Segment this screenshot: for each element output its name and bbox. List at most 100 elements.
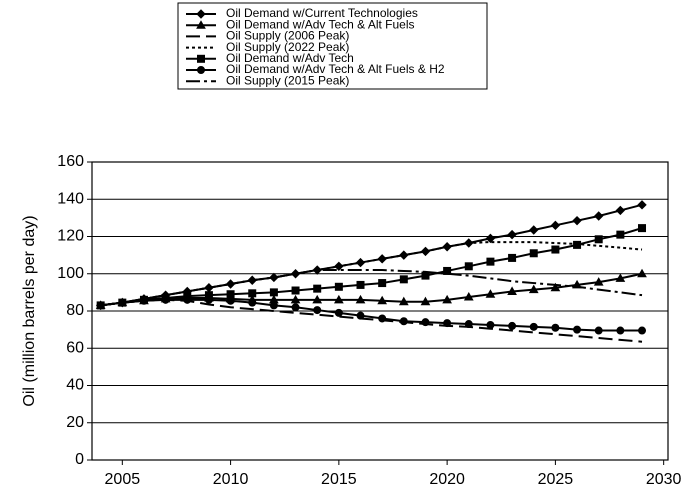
legend-marker — [197, 54, 205, 63]
data-point — [529, 249, 538, 258]
data-point — [355, 294, 366, 304]
data-point — [507, 229, 517, 240]
x-tick-label: 2025 — [538, 471, 574, 488]
data-point — [378, 279, 387, 288]
data-point — [573, 325, 582, 334]
data-point — [551, 323, 560, 332]
data-point — [486, 257, 495, 266]
data-point — [593, 211, 604, 221]
data-point — [637, 200, 647, 210]
data-point — [464, 320, 473, 329]
data-point — [529, 225, 539, 235]
data-point — [443, 266, 452, 275]
y-tick-label: 0 — [75, 451, 84, 468]
data-point — [615, 273, 626, 282]
data-point — [183, 295, 192, 304]
y-tick-label: 120 — [57, 228, 84, 245]
data-point — [463, 292, 474, 301]
data-point — [638, 224, 647, 233]
data-point — [615, 205, 626, 216]
series-line — [100, 298, 643, 332]
x-tick-label: 2010 — [213, 471, 249, 488]
data-point — [269, 301, 278, 310]
data-point — [508, 253, 517, 262]
data-point — [291, 286, 300, 295]
data-point — [573, 240, 582, 249]
legend-marker — [196, 20, 206, 29]
data-point — [551, 245, 560, 254]
data-point — [485, 289, 496, 298]
data-point — [226, 290, 235, 299]
x-tick-label: 2015 — [321, 471, 357, 488]
data-point — [399, 317, 408, 326]
data-point — [378, 314, 387, 323]
data-point — [248, 298, 257, 307]
legend-label: Oil Demand w/Adv Tech — [226, 51, 354, 65]
data-point — [572, 215, 582, 226]
data-point — [356, 311, 365, 320]
data-point — [508, 321, 517, 330]
data-point — [637, 268, 647, 278]
y-tick-label: 100 — [57, 265, 84, 282]
data-point — [248, 289, 257, 298]
data-point — [507, 286, 517, 295]
y-tick-label: 80 — [66, 302, 84, 319]
series-line — [100, 203, 643, 307]
data-point — [464, 262, 473, 271]
data-point — [550, 282, 561, 292]
series-line — [100, 269, 643, 307]
legend-marker — [196, 9, 206, 19]
data-point — [616, 326, 625, 335]
x-tick-label: 2030 — [646, 471, 682, 488]
legend-marker — [197, 66, 205, 74]
data-point — [442, 294, 452, 304]
data-point — [594, 235, 603, 244]
y-axis-label: Oil (million barrels per day) — [21, 215, 38, 406]
series-line — [100, 241, 643, 307]
data-point — [529, 322, 538, 331]
data-point — [269, 288, 278, 297]
series-line — [100, 227, 643, 307]
data-point — [291, 303, 300, 312]
data-point — [398, 296, 409, 306]
data-point — [290, 294, 301, 304]
data-point — [313, 284, 322, 293]
data-point — [334, 308, 343, 317]
x-tick-label: 2005 — [105, 471, 141, 488]
data-point — [204, 295, 213, 304]
data-point — [528, 284, 539, 294]
y-tick-label: 20 — [66, 414, 84, 431]
data-point — [313, 306, 322, 315]
data-point — [161, 295, 170, 304]
data-point — [550, 220, 561, 231]
data-point — [356, 280, 365, 289]
data-point — [420, 296, 431, 306]
data-point — [594, 326, 603, 335]
legend-label: Oil Supply (2006 Peak) — [226, 29, 349, 43]
legend-label: Oil Supply (2022 Peak) — [226, 40, 349, 54]
data-point — [226, 296, 235, 305]
data-point — [443, 319, 452, 328]
series-line — [100, 298, 643, 343]
y-tick-label: 160 — [57, 153, 84, 170]
y-tick-label: 60 — [66, 339, 84, 356]
data-point — [485, 233, 496, 244]
data-point — [377, 295, 388, 305]
legend-label: Oil Supply (2015 Peak) — [226, 73, 349, 87]
y-tick-label: 40 — [66, 377, 84, 394]
plot-border — [91, 161, 669, 461]
x-tick-label: 2020 — [429, 471, 465, 488]
data-point — [333, 294, 344, 304]
legend-label: Oil Demand w/Adv Tech & Alt Fuels & H2 — [226, 62, 445, 76]
data-point — [593, 277, 604, 286]
legend-box — [177, 2, 488, 90]
data-point — [312, 294, 323, 304]
data-point — [486, 320, 495, 329]
data-point — [638, 326, 647, 335]
data-point — [421, 271, 430, 280]
legend-label: Oil Demand w/Adv Tech & Alt Fuels — [226, 17, 415, 31]
data-point — [616, 230, 625, 239]
y-tick-label: 140 — [57, 190, 84, 207]
data-point — [399, 275, 408, 284]
